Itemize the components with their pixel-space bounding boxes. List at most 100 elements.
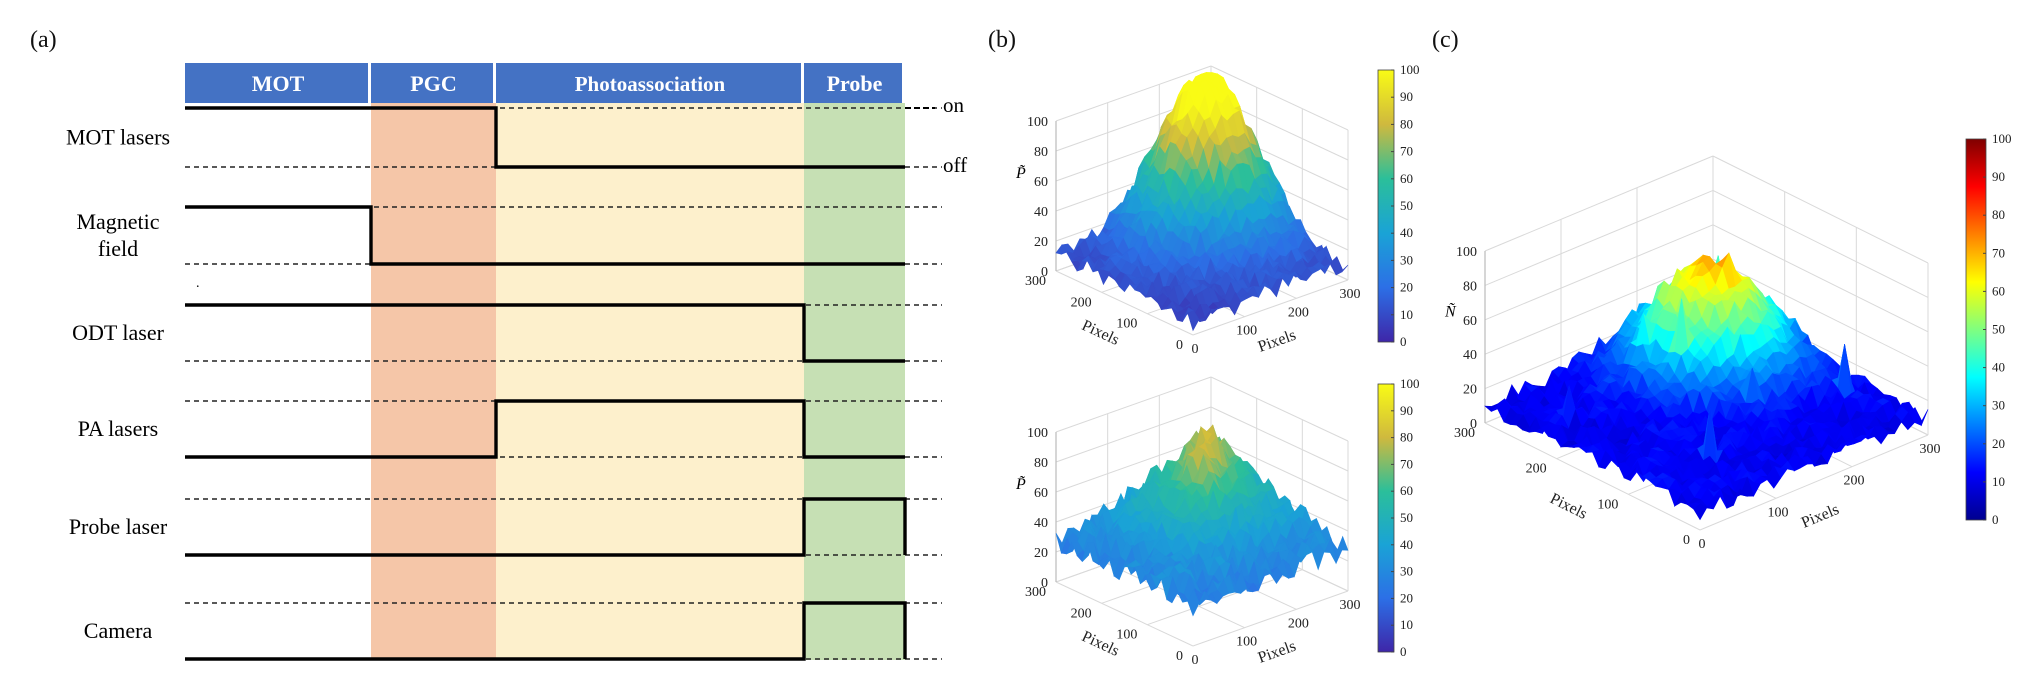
phase-header-label: Probe [827,71,883,96]
z-tick-label: 80 [1463,279,1477,294]
z-tick-label: 60 [1034,486,1048,501]
channel-label: MOT lasers [66,125,170,150]
x-tick-label: 200 [1844,474,1865,489]
colorbar-tick-label: 0 [1992,512,1999,527]
colorbar-tick-label: 0 [1400,334,1407,349]
colorbar-tick-label: 90 [1400,403,1413,418]
colorbar-tick-label: 40 [1400,225,1413,240]
signal-trace-magnetic-field [185,205,905,266]
colorbar-tick-label: 60 [1992,283,2005,298]
colorbar-tick-label: 40 [1400,537,1413,552]
panel-a-label: (a) [30,27,57,53]
y-tick-label: 0 [1176,338,1183,353]
signal-trace-mot-lasers [185,106,905,169]
colorbar-tick-label: 50 [1400,510,1413,525]
phase-header-label: MOT [252,71,305,96]
x-tick-label: 100 [1236,635,1257,650]
z-tick-label: 20 [1034,546,1048,561]
channel-label: PA lasers [78,416,158,441]
z-axis: 0 20 40 60 80 100 P̃ [1015,115,1048,280]
colorbar-tick-label: 50 [1400,198,1413,213]
x-tick-label: 200 [1288,305,1309,320]
signal-trace-probe-laser [185,497,907,557]
signal-trace-camera [185,601,907,661]
y-tick-label: 200 [1071,606,1092,621]
colorbar-tick-label: 20 [1400,590,1413,605]
channel-label: Probe laser [69,514,168,539]
channel-label: ODT laser [72,320,165,345]
y-axis-label: Pixels [1079,317,1122,349]
y-tick-label: 100 [1597,497,1618,512]
channel-label: field [98,236,138,261]
colorbar-tick-label: 40 [1992,360,2005,375]
phase-band-mot [185,103,371,660]
z-tick-label: 0 [1041,265,1048,280]
y-tick-label: 100 [1116,317,1137,332]
z-tick-label: 40 [1463,348,1477,363]
z-tick-label: 60 [1034,175,1048,190]
z-tick-label: 60 [1463,314,1477,329]
z-tick-label: 40 [1034,516,1048,531]
x-tick-label: 100 [1236,324,1257,339]
y-tick-label: 0 [1176,649,1183,664]
surface-mesh [1055,424,1349,617]
phase-header-pgc [371,63,493,103]
y-tick-label: 100 [1116,628,1137,643]
z-axis-label: Ñ [1444,301,1457,320]
colorbar-tick-label: 90 [1992,169,2005,184]
phase-header-label: Photoassociation [575,72,726,96]
z-axis: 0 20 40 60 80 100 Ñ [1444,245,1477,432]
colorbar-tick-label: 30 [1400,564,1413,579]
panel-c-label: (c) [1432,27,1459,53]
z-tick-label: 80 [1034,456,1048,471]
phase-band-probe [804,103,905,660]
z-tick-label: 100 [1027,426,1048,441]
phase-band-photoassociation [496,103,804,660]
svg-text:.: . [196,276,200,291]
z-axis-label: P̃ [1015,164,1026,182]
colorbar-tick-label: 30 [1992,398,2005,413]
x-tick-label: 100 [1768,505,1789,520]
x-tick-label: 300 [1340,598,1361,613]
timing-diagram: (a) MOT PGC Photoassociation Probe MOT lase… [30,27,967,661]
surface-mesh [1055,71,1349,332]
colorbar-tick-label: 0 [1400,644,1407,659]
z-tick-label: 40 [1034,205,1048,220]
y-tick-label: 300 [1454,426,1475,441]
colorbar-tick-label: 10 [1400,617,1413,632]
colorbar-tick-label: 100 [1400,376,1420,391]
phase-header-mot [185,63,368,103]
y-tick-label: 0 [1683,533,1690,548]
colorbar-tick-label: 20 [1400,280,1413,295]
colorbar-tick-label: 70 [1400,456,1413,471]
y-axis-label: Pixels [1547,490,1590,523]
colorbar: 0 10 20 30 40 50 60 70 80 90 100 [1377,62,1420,349]
colorbar-tick-label: 70 [1400,144,1413,159]
colorbar-tick-label: 70 [1992,245,2005,260]
colorbar-tick-label: 100 [1992,131,2012,146]
colorbar-tick-label: 80 [1400,116,1413,131]
y-tick-label: 200 [1071,295,1092,310]
signal-trace-odt-laser [185,303,905,363]
signal-trace-pa-lasers [185,399,905,459]
colorbar-tick-label: 60 [1400,483,1413,498]
colorbar-tick-label: 20 [1992,436,2005,451]
colorbar-tick-label: 100 [1400,62,1420,77]
x-tick-label: 200 [1288,616,1309,631]
colorbar-tick-label: 60 [1400,171,1413,186]
off-label: off [943,153,967,177]
panel-b-label: (b) [988,27,1016,53]
z-tick-label: 100 [1027,115,1048,130]
colorbar: 0 10 20 30 40 50 60 70 80 90 100 [1377,376,1420,659]
y-axis-label: Pixels [1079,628,1122,660]
x-tick-label: 0 [1699,537,1706,552]
y-tick-label: 200 [1526,462,1547,477]
phase-band-pgc [371,103,496,660]
colorbar-tick-label: 90 [1400,89,1413,104]
colorbar-tick-label: 30 [1400,252,1413,267]
phase-header-photoassociation [496,63,801,103]
